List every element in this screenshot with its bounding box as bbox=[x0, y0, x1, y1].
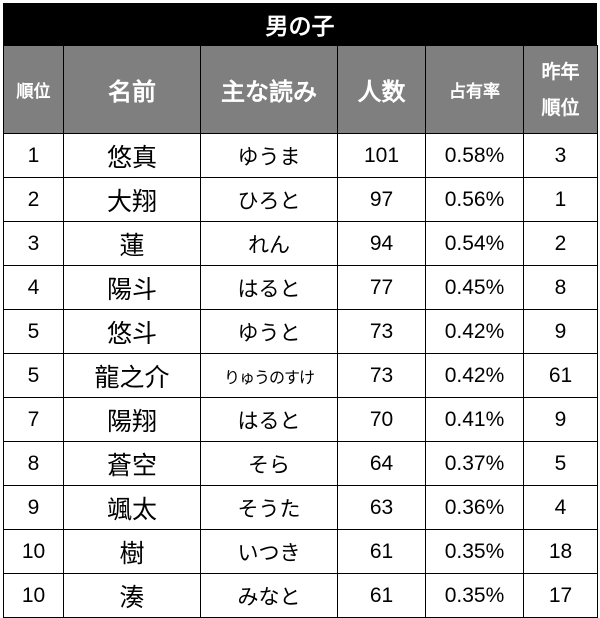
cell-share: 0.36% bbox=[425, 485, 524, 530]
cell-prev-rank: 17 bbox=[523, 573, 598, 618]
cell-rank: 5 bbox=[3, 353, 64, 398]
cell-prev-rank: 3 bbox=[523, 133, 598, 178]
cell-reading: そら bbox=[200, 441, 338, 486]
cell-prev-rank: 1 bbox=[523, 177, 598, 222]
cell-share: 0.45% bbox=[425, 265, 524, 310]
cell-reading: はると bbox=[200, 265, 338, 310]
table-row: 5 龍之介 りゅうのすけ 73 0.42% 61 bbox=[3, 353, 598, 398]
cell-count: 94 bbox=[337, 221, 426, 266]
cell-reading: りゅうのすけ bbox=[200, 353, 338, 398]
cell-share: 0.35% bbox=[425, 529, 524, 574]
cell-name: 蓮 bbox=[63, 221, 201, 266]
cell-share: 0.42% bbox=[425, 353, 524, 398]
cell-prev-rank: 9 bbox=[523, 397, 598, 442]
table-row: 10 樹いつき 61 0.35% 18 bbox=[3, 529, 598, 574]
cell-share: 0.35% bbox=[425, 573, 524, 618]
cell-name: 颯太 bbox=[63, 485, 201, 530]
table-row: 1 悠真 ゆうま 101 0.58% 3 bbox=[3, 133, 598, 178]
cell-rank: 4 bbox=[3, 265, 64, 310]
cell-reading: いつき bbox=[200, 529, 338, 574]
header-name: 名前 bbox=[63, 45, 201, 134]
cell-name: 悠真 bbox=[63, 133, 201, 178]
cell-count: 97 bbox=[337, 177, 426, 222]
cell-count: 61 bbox=[337, 573, 426, 618]
table-body: 1 悠真 ゆうま 101 0.58% 3 2 大翔 ひろと 97 0.56% 1 3 蓮れん 94 0.54%… bbox=[3, 133, 598, 618]
cell-rank: 2 bbox=[3, 177, 64, 222]
cell-count: 77 bbox=[337, 265, 426, 310]
table-row: 8 蒼空 そら 64 0.37% 5 bbox=[3, 441, 598, 486]
table-row: 10 湊みなと 61 0.35% 17 bbox=[3, 573, 598, 618]
header-share: 占有率 bbox=[425, 45, 524, 134]
cell-count: 70 bbox=[337, 397, 426, 442]
cell-name: 樹 bbox=[63, 529, 201, 574]
cell-prev-rank: 4 bbox=[523, 485, 598, 530]
table-title: 男の子 bbox=[3, 3, 597, 45]
cell-name: 大翔 bbox=[63, 177, 201, 222]
cell-prev-rank: 8 bbox=[523, 265, 598, 310]
cell-reading: れん bbox=[200, 221, 338, 266]
table-row: 2 大翔 ひろと 97 0.56% 1 bbox=[3, 177, 598, 222]
cell-rank: 3 bbox=[3, 221, 64, 266]
cell-prev-rank: 9 bbox=[523, 309, 598, 354]
cell-reading: そうた bbox=[200, 485, 338, 530]
cell-count: 101 bbox=[337, 133, 426, 178]
table-row: 3 蓮れん 94 0.54% 2 bbox=[3, 221, 598, 266]
cell-name: 陽斗 bbox=[63, 265, 201, 310]
cell-count: 63 bbox=[337, 485, 426, 530]
cell-prev-rank: 5 bbox=[523, 441, 598, 486]
cell-reading: ゆうと bbox=[200, 309, 338, 354]
table-row: 7 陽翔 はると 70 0.41% 9 bbox=[3, 397, 598, 442]
cell-name: 龍之介 bbox=[63, 353, 201, 398]
cell-rank: 5 bbox=[3, 309, 64, 354]
cell-share: 0.41% bbox=[425, 397, 524, 442]
cell-share: 0.56% bbox=[425, 177, 524, 222]
cell-name: 陽翔 bbox=[63, 397, 201, 442]
cell-share: 0.54% bbox=[425, 221, 524, 266]
cell-name: 悠斗 bbox=[63, 309, 201, 354]
cell-rank: 7 bbox=[3, 397, 64, 442]
cell-share: 0.42% bbox=[425, 309, 524, 354]
table-row: 4 陽斗 はると 77 0.45% 8 bbox=[3, 265, 598, 310]
cell-count: 61 bbox=[337, 529, 426, 574]
cell-count: 73 bbox=[337, 353, 426, 398]
cell-name: 湊 bbox=[63, 573, 201, 618]
cell-rank: 10 bbox=[3, 573, 64, 618]
cell-rank: 8 bbox=[3, 441, 64, 486]
cell-reading: ゆうま bbox=[200, 133, 338, 178]
cell-reading: みなと bbox=[200, 573, 338, 618]
table-row: 5 悠斗 ゆうと 73 0.42% 9 bbox=[3, 309, 598, 354]
table-row: 9 颯太 そうた 63 0.36% 4 bbox=[3, 485, 598, 530]
cell-rank: 9 bbox=[3, 485, 64, 530]
header-row: 順位 名前 主な読み 人数 占有率 昨年 順位 bbox=[3, 45, 598, 134]
cell-prev-rank: 61 bbox=[523, 353, 598, 398]
header-prev-rank: 昨年 順位 bbox=[523, 45, 598, 134]
header-prev-rank-line1: 昨年 bbox=[541, 60, 580, 83]
header-reading: 主な読み bbox=[200, 45, 338, 134]
cell-rank: 10 bbox=[3, 529, 64, 574]
header-rank: 順位 bbox=[3, 45, 64, 134]
cell-reading: はると bbox=[200, 397, 338, 442]
table-header: 順位 名前 主な読み 人数 占有率 昨年 順位 bbox=[3, 45, 598, 134]
cell-count: 64 bbox=[337, 441, 426, 486]
cell-rank: 1 bbox=[3, 133, 64, 178]
cell-prev-rank: 2 bbox=[523, 221, 598, 266]
cell-reading: ひろと bbox=[200, 177, 338, 222]
cell-name: 蒼空 bbox=[63, 441, 201, 486]
header-prev-rank-line2: 順位 bbox=[541, 96, 580, 119]
cell-count: 73 bbox=[337, 309, 426, 354]
ranking-table: 順位 名前 主な読み 人数 占有率 昨年 順位 1 悠真 ゆうま 101 0.58% 3 2 大… bbox=[3, 45, 598, 618]
ranking-table-container: 男の子 順位 名前 主な読み 人数 占有率 昨年 順位 1 悠真 ゆうま 101 0.58… bbox=[3, 3, 598, 618]
header-count: 人数 bbox=[337, 45, 426, 134]
cell-share: 0.37% bbox=[425, 441, 524, 486]
cell-share: 0.58% bbox=[425, 133, 524, 178]
cell-prev-rank: 18 bbox=[523, 529, 598, 574]
